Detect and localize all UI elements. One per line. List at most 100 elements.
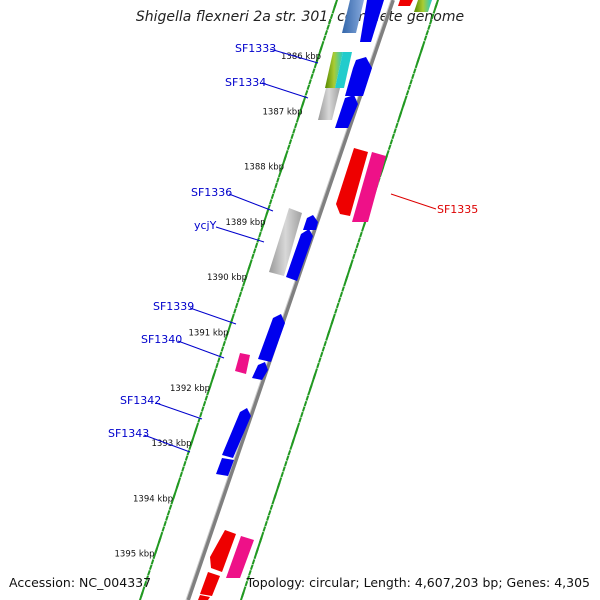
rail-minor-tick — [184, 455, 189, 461]
rail-minor-tick — [305, 395, 310, 401]
gene-forward-top — [360, 0, 384, 42]
rail-minor-tick — [152, 553, 157, 560]
rail-minor-tick — [386, 149, 390, 156]
rail-minor-tick — [334, 308, 338, 314]
rail-minor-tick — [260, 531, 265, 538]
rail-minor-tick — [409, 79, 413, 85]
rail-minor-tick — [285, 455, 290, 461]
rail-minor-tick — [258, 231, 262, 238]
rail-minor-tick — [246, 575, 250, 581]
rail-minor-tick — [199, 411, 203, 418]
rail-minor-tick — [434, 2, 438, 9]
rail-minor-tick — [344, 275, 349, 281]
rail-major-tick — [239, 590, 245, 600]
rail-minor-tick — [195, 422, 200, 429]
rail-minor-tick — [326, 329, 331, 336]
ruler-label: 1395 kbp — [115, 550, 155, 560]
leader-sf1335 — [390, 193, 437, 210]
rail-minor-tick — [266, 515, 270, 521]
rail-minor-tick — [276, 177, 280, 183]
gene-sf1334-arrow — [335, 95, 358, 128]
rail-minor-tick — [260, 226, 264, 232]
rail-minor-tick — [395, 122, 399, 129]
rail-minor-tick — [148, 564, 153, 571]
rail-minor-tick — [249, 564, 254, 571]
rail-minor-tick — [270, 193, 275, 200]
gene-sf1333-b — [335, 52, 352, 88]
forward-tick-rail — [138, 0, 339, 600]
gene-sf1335-red — [336, 148, 368, 216]
rail-minor-tick — [269, 504, 274, 511]
rail-minor-tick — [244, 580, 249, 587]
rail-minor-tick — [298, 417, 302, 423]
leader-ycjy — [215, 226, 265, 243]
rail-minor-tick — [315, 57, 320, 63]
ruler-label: 1387 kbp — [263, 107, 303, 117]
ruler-label: 1391 kbp — [189, 329, 229, 339]
map-title: Shigella flexneri 2a str. 301, complete … — [135, 9, 465, 25]
rail-minor-tick — [165, 515, 169, 521]
rail-minor-tick — [213, 368, 217, 374]
gene-ycjy-arrow — [286, 229, 313, 281]
rail-minor-tick — [220, 346, 225, 352]
rail-minor-tick — [393, 128, 397, 134]
rail-minor-tick — [279, 166, 284, 172]
rail-minor-tick — [272, 188, 277, 194]
rail-minor-tick — [314, 368, 318, 374]
ruler-label: 1389 kbp — [226, 218, 266, 228]
gene-label-sf1340[interactable]: SF1340 — [141, 333, 182, 346]
rail-minor-tick — [357, 237, 361, 243]
rail-minor-tick — [414, 62, 419, 69]
rail-minor-tick — [202, 400, 207, 407]
rail-minor-tick — [319, 351, 324, 358]
leader-sf1340 — [177, 340, 225, 359]
rail-minor-tick — [231, 313, 235, 320]
rail-minor-tick — [289, 444, 293, 451]
rail-minor-tick — [306, 84, 311, 91]
rail-minor-tick — [421, 40, 426, 47]
rail-minor-tick — [297, 111, 302, 118]
rail-minor-tick — [429, 19, 433, 25]
gene-label-sf1336[interactable]: SF1336 — [191, 186, 232, 199]
rail-minor-tick — [286, 144, 291, 151]
gene-label-sf1339[interactable]: SF1339 — [153, 300, 194, 313]
gene-label-ycjy[interactable]: ycjY — [194, 219, 217, 232]
gene-reverse-top — [398, 0, 413, 6]
gene-sf1335-pink — [352, 152, 386, 222]
rail-minor-tick — [337, 297, 342, 303]
leader-sf1339 — [189, 307, 237, 325]
rail-minor-tick — [425, 29, 430, 36]
leader-sf1336 — [228, 193, 274, 212]
gene-label-sf1334[interactable]: SF1334 — [225, 76, 266, 89]
rail-minor-tick — [427, 24, 431, 31]
rail-minor-tick — [361, 226, 365, 232]
rail-minor-tick — [335, 302, 340, 309]
gene-label-sf1342[interactable]: SF1342 — [120, 394, 161, 407]
rail-minor-tick — [301, 406, 306, 412]
rail-minor-tick — [273, 493, 277, 500]
rail-minor-tick — [277, 171, 282, 178]
rail-minor-tick — [188, 444, 192, 451]
rail-minor-tick — [387, 144, 392, 151]
gene-olive-top — [414, 0, 432, 12]
rail-minor-tick — [411, 73, 415, 80]
gene-label-sf1343[interactable]: SF1343 — [108, 427, 149, 440]
rail-minor-tick — [224, 335, 228, 341]
rail-minor-tick — [313, 62, 318, 69]
gene-label-sf1333[interactable]: SF1333 — [235, 42, 276, 55]
gene-label-sf1335[interactable]: SF1335 — [437, 203, 478, 216]
rail-minor-tick — [183, 460, 187, 467]
rail-minor-tick — [284, 460, 288, 467]
rail-minor-tick — [331, 8, 336, 14]
rail-minor-tick — [168, 504, 173, 511]
ruler-label: 1386 kbp — [281, 52, 321, 62]
rail-minor-tick — [287, 449, 292, 456]
ruler-label: 1388 kbp — [244, 163, 284, 173]
rail-minor-tick — [147, 569, 151, 576]
rail-minor-tick — [236, 297, 241, 303]
rail-minor-tick — [161, 526, 166, 532]
rail-minor-tick — [310, 73, 314, 80]
rail-minor-tick — [159, 531, 164, 538]
rail-minor-tick — [154, 548, 158, 554]
rail-minor-tick — [288, 139, 293, 145]
